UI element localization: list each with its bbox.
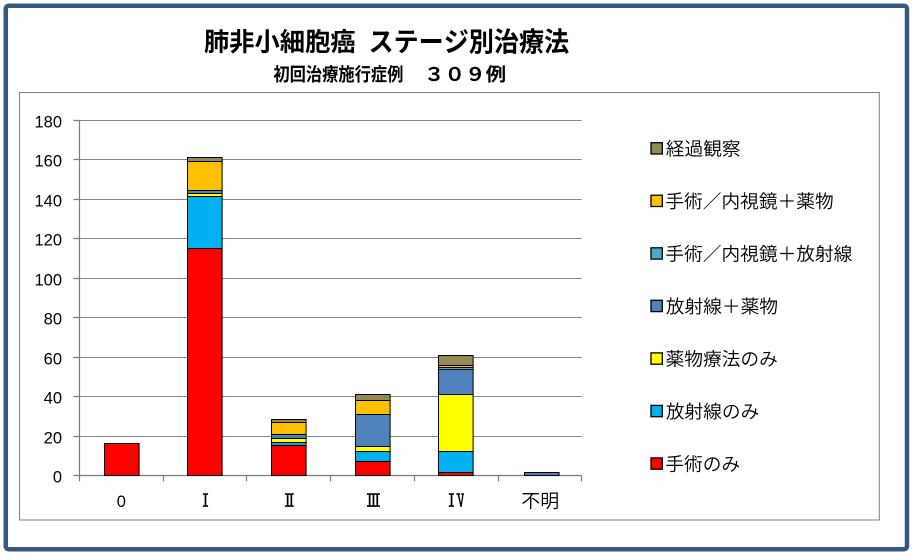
svg-text:180: 180	[34, 114, 62, 132]
svg-text:0: 0	[53, 469, 62, 487]
svg-text:40: 40	[44, 390, 62, 408]
svg-text:0: 0	[117, 493, 126, 511]
svg-text:120: 120	[34, 232, 62, 250]
svg-text:100: 100	[34, 272, 62, 290]
svg-text:80: 80	[44, 311, 62, 329]
svg-text:160: 160	[34, 153, 62, 171]
svg-text:140: 140	[34, 193, 62, 211]
svg-text:60: 60	[44, 351, 62, 369]
svg-text:20: 20	[44, 430, 62, 448]
